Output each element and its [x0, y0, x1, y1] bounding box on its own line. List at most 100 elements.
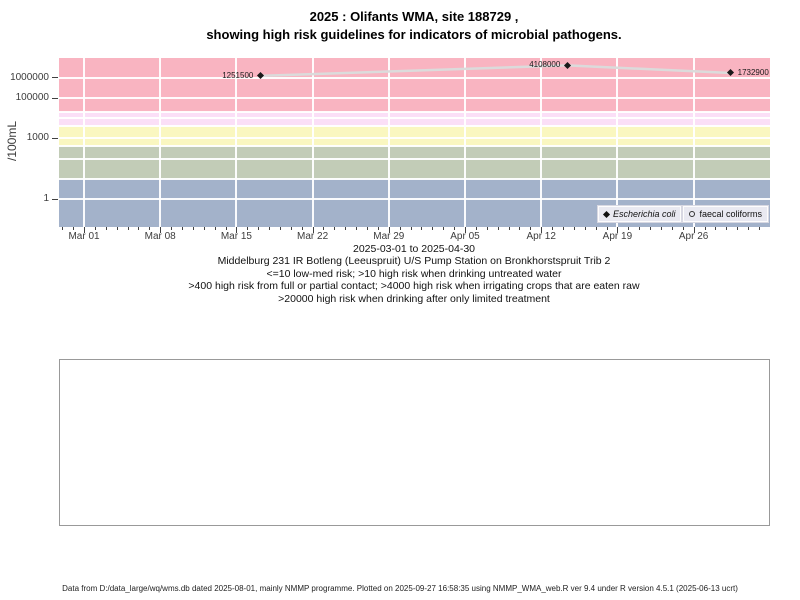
x-tick-mark-major — [465, 227, 466, 233]
x-tick-mark-minor — [410, 227, 412, 230]
point-value-label: 1251500 — [222, 70, 254, 80]
x-tick-mark-minor — [726, 227, 728, 230]
filled-diamond-icon — [602, 210, 610, 218]
x-tick-mark-minor — [715, 227, 717, 230]
x-tick-mark-minor — [367, 227, 369, 230]
chart-title: 2025 : Olifants WMA, site 188729 , showi… — [28, 8, 800, 44]
h-gridline — [59, 97, 770, 99]
x-tick-mark-minor — [650, 227, 652, 230]
v-gridline — [83, 58, 85, 227]
x-tick-mark-minor — [628, 227, 630, 230]
x-tick-mark-minor — [573, 227, 575, 230]
x-tick-mark-minor — [258, 227, 260, 230]
x-tick-mark-minor — [149, 227, 151, 230]
y-tick-label: 100000 — [15, 92, 49, 103]
h-gridline — [59, 111, 770, 114]
x-tick-mark-minor — [73, 227, 75, 230]
legend-label: Escherichia coli — [612, 209, 676, 219]
x-tick-mark-minor — [454, 227, 456, 230]
series-line — [260, 64, 731, 78]
x-tick-label: Mar 22 — [297, 231, 329, 242]
plot-area: Escherichia coli faecal coliforms 125150… — [59, 58, 770, 227]
h-gridline — [59, 198, 770, 200]
x-tick-mark-minor — [671, 227, 673, 230]
legend-label: faecal coliforms — [699, 209, 762, 219]
x-tick-mark-minor — [497, 227, 499, 230]
x-tick-mark-minor — [301, 227, 303, 230]
x-tick-mark-major — [388, 227, 390, 233]
x-tick-label: Apr 19 — [602, 231, 633, 242]
footer-note: Data from D:/data_large/wq/wms.db dated … — [62, 584, 738, 593]
x-tick-mark-minor — [225, 227, 227, 230]
x-tick-mark-minor — [127, 227, 129, 230]
x-tick-mark-minor — [171, 227, 173, 230]
y-tick-label: 1000 — [26, 132, 49, 144]
x-tick-mark-minor — [486, 227, 488, 230]
x-tick-mark-minor — [660, 227, 662, 230]
x-tick-mark-major — [541, 227, 543, 233]
x-tick-mark-major — [617, 227, 619, 233]
y-tick-label: 1000000 — [10, 71, 49, 83]
x-tick-mark-minor — [519, 227, 521, 230]
x-tick-mark-minor — [356, 227, 358, 230]
caption-block: 2025-03-01 to 2025-04-30 Middelburg 231 … — [28, 243, 800, 305]
x-tick-mark-minor — [203, 227, 205, 230]
x-tick-mark-minor — [508, 227, 510, 230]
open-circle-icon — [689, 211, 696, 217]
y-tick-label: 1 — [43, 193, 49, 204]
x-tick-mark-minor — [584, 227, 586, 230]
x-tick-mark-minor — [192, 227, 194, 230]
guideline-text-1: <=10 low-med risk; >10 high risk when dr… — [266, 267, 562, 280]
x-tick-mark-minor — [552, 227, 554, 230]
x-tick-mark-minor — [116, 227, 118, 230]
x-tick-mark-major — [84, 227, 85, 233]
v-gridline — [235, 58, 238, 227]
h-gridline — [59, 137, 770, 140]
y-tick-mark — [52, 77, 58, 79]
x-tick-mark-minor — [443, 227, 445, 230]
x-tick-mark-minor — [334, 227, 336, 230]
x-tick-mark-minor — [606, 227, 608, 230]
h-gridline — [59, 145, 770, 148]
x-tick-mark-minor — [247, 227, 249, 230]
x-tick-mark-minor — [377, 227, 379, 230]
v-gridline — [540, 58, 543, 227]
chart-title-line1: 2025 : Olifants WMA, site 188729 , — [309, 9, 519, 24]
h-gridline — [59, 157, 770, 160]
v-gridline — [159, 58, 162, 227]
x-tick-label: Apr 12 — [526, 231, 556, 242]
h-gridline — [59, 117, 770, 120]
x-tick-mark-minor — [290, 227, 292, 230]
x-tick-label: Mar 08 — [144, 231, 176, 242]
point-value-label: 1732900 — [737, 67, 769, 77]
x-tick-mark-major — [693, 227, 695, 233]
point-value-label: 4108000 — [529, 60, 561, 70]
x-tick-mark-minor — [421, 227, 423, 230]
x-tick-mark-major — [312, 227, 314, 233]
x-tick-mark-minor — [399, 227, 401, 230]
x-tick-mark-minor — [94, 227, 96, 230]
x-tick-label: Apr 05 — [450, 231, 480, 242]
x-tick-mark-minor — [62, 227, 64, 230]
x-tick-label: Mar 29 — [373, 231, 405, 242]
x-tick-label: Mar 15 — [220, 231, 252, 242]
x-tick-mark-minor — [475, 227, 477, 230]
station-label: Middelburg 231 IR Botleng (Leeuspruit) U… — [217, 255, 611, 268]
legend-item-faecal-coliforms: faecal coliforms — [682, 205, 769, 223]
x-tick-mark-minor — [345, 227, 347, 230]
v-gridline — [692, 58, 695, 227]
legend-item-escherichia-coli: Escherichia coli — [596, 205, 683, 223]
x-tick-mark-minor — [639, 227, 641, 230]
guideline-text-2: >400 high risk from full or partial cont… — [188, 280, 640, 293]
risk-band — [59, 58, 770, 113]
h-gridline — [59, 125, 770, 128]
chart-title-line2: showing high risk guidelines for indicat… — [206, 27, 622, 42]
v-gridline — [387, 58, 390, 227]
y-tick-mark — [52, 137, 58, 139]
x-tick-mark-minor — [269, 227, 271, 230]
h-gridline — [59, 177, 770, 180]
risk-band — [59, 146, 770, 179]
x-tick-mark-minor — [737, 227, 739, 230]
v-gridline — [311, 58, 314, 227]
